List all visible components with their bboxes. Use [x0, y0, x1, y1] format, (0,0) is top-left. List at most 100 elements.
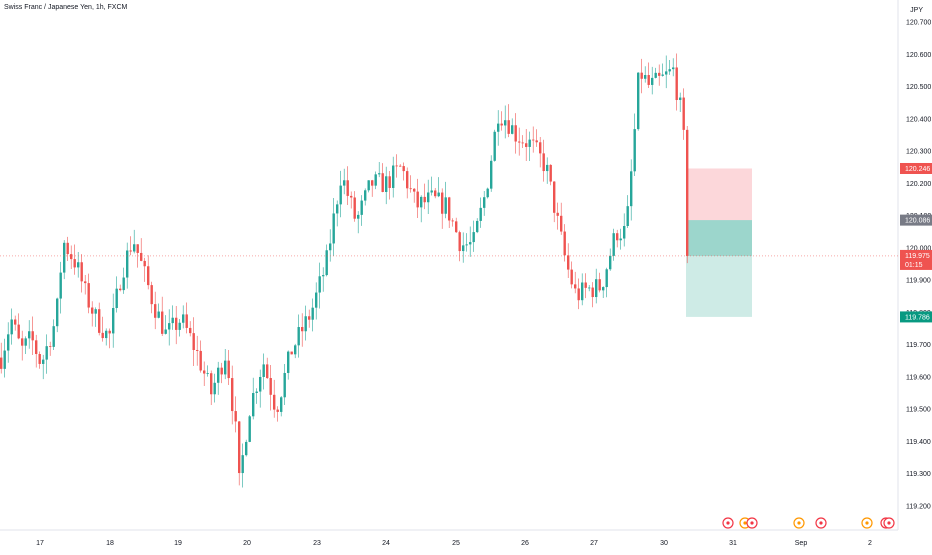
candle-body [616, 233, 619, 241]
candle-body [304, 316, 307, 332]
candle-body [458, 232, 461, 252]
economic-events[interactable] [722, 517, 895, 529]
candle-body [122, 277, 125, 291]
candle-body [430, 190, 433, 193]
candle-body [427, 192, 430, 203]
candle-body [140, 252, 143, 261]
candle-body [35, 340, 38, 355]
candle-body [535, 140, 538, 143]
candle-body [406, 171, 409, 189]
candle-body [213, 382, 216, 395]
candle-body [472, 232, 475, 243]
candle-body [10, 319, 13, 335]
candle-body [63, 242, 66, 273]
candle-body [549, 164, 552, 182]
candle-body [367, 180, 370, 191]
candle-body [381, 173, 384, 192]
price-tick-label: 120.300 [906, 149, 931, 156]
candle-body [42, 359, 45, 364]
candle-body [651, 77, 654, 85]
candle-body [283, 372, 286, 398]
candle-body [682, 97, 685, 130]
candle-body [612, 233, 615, 256]
stop-loss-zone [686, 168, 752, 221]
candle-body [31, 331, 34, 341]
candle-body [234, 411, 237, 422]
event-icon-dot [819, 521, 823, 525]
candle-body [231, 378, 234, 412]
candle-body [98, 309, 101, 333]
candle-body [255, 391, 258, 393]
currency-label: JPY [910, 7, 923, 14]
price-tick-label: 119.400 [906, 439, 931, 446]
candle-body [514, 125, 517, 142]
candle-body [332, 213, 335, 244]
candle-body [465, 244, 468, 246]
candle-body [395, 165, 398, 167]
short-position-tool[interactable] [686, 168, 752, 317]
candles [0, 53, 689, 488]
candle-body [497, 123, 500, 132]
time-tick-label: 25 [452, 540, 460, 547]
candle-body [409, 188, 412, 190]
candle-body [0, 357, 3, 369]
candle-body [686, 129, 689, 256]
candle-body [507, 120, 510, 134]
candle-body [199, 350, 202, 371]
candle-body [525, 143, 528, 147]
candle-body [38, 354, 41, 364]
candle-body [325, 250, 328, 276]
candle-body [584, 282, 587, 288]
candle-body [108, 330, 111, 334]
candle-body [672, 67, 675, 70]
candle-body [574, 284, 577, 289]
candle-body [374, 174, 377, 186]
candle-body [164, 329, 167, 334]
candle-body [364, 190, 367, 201]
price-label-text: 119.786 [905, 314, 930, 321]
candle-body [147, 266, 150, 286]
candle-body [371, 180, 374, 186]
candle-body [434, 190, 437, 197]
candle-body [252, 392, 255, 417]
candle-body [343, 180, 346, 186]
candle-body [451, 220, 454, 222]
candle-body [133, 244, 136, 252]
price-tick-label: 119.900 [906, 278, 931, 285]
time-axis[interactable]: 17 18 19 20 23 24 25 26 27 30 31 Sep 2 [36, 540, 872, 547]
price-tick-label: 119.600 [906, 374, 931, 381]
candle-body [609, 255, 612, 270]
price-label-text: 119.975 [905, 253, 930, 260]
candle-body [605, 269, 608, 288]
price-tick-label: 119.300 [906, 471, 931, 478]
candle-body [21, 338, 24, 346]
price-tick-label: 120.700 [906, 20, 931, 27]
candle-body [290, 351, 293, 355]
candle-body [532, 139, 535, 141]
candle-body [563, 231, 566, 256]
candle-body [542, 153, 545, 172]
candle-body [210, 373, 213, 395]
candle-body [679, 97, 682, 101]
candle-body [602, 287, 605, 291]
candle-body [94, 309, 97, 314]
candle-body [336, 204, 339, 214]
candle-body [360, 200, 363, 215]
candle-body [399, 165, 402, 167]
price-tick-label: 120.400 [906, 116, 931, 123]
candle-body [238, 421, 241, 474]
candle-body [192, 333, 195, 350]
candle-body [528, 139, 531, 147]
candle-body [490, 160, 493, 189]
event-icon-dot [865, 521, 869, 525]
price-label-box [900, 311, 932, 323]
price-label-countdown: 01:15 [905, 262, 923, 269]
candle-body [297, 327, 300, 346]
candle-body [203, 370, 206, 374]
time-tick-label: 18 [106, 540, 114, 547]
candle-body [7, 334, 10, 351]
candle-body [315, 292, 318, 308]
candle-body [217, 367, 220, 383]
